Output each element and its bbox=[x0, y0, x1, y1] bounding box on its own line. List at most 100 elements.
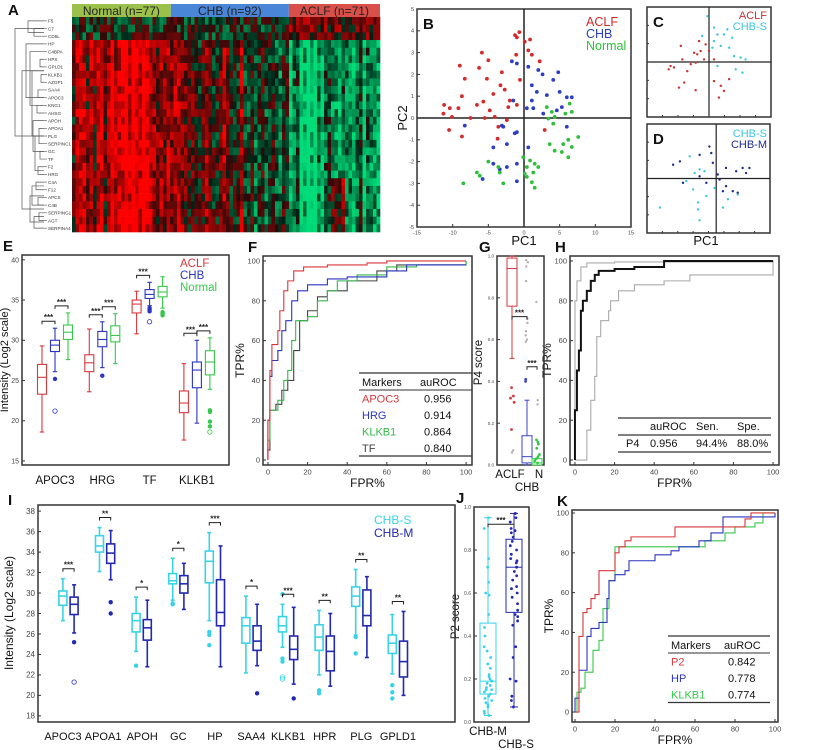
heatmap-cell bbox=[212, 55, 216, 64]
heatmap-cell bbox=[292, 109, 297, 118]
heatmap-cell bbox=[233, 109, 237, 118]
dendrogram-branch bbox=[31, 185, 44, 206]
data-point bbox=[551, 121, 556, 126]
y-tick-label: 40 bbox=[561, 628, 569, 637]
data-point bbox=[718, 178, 721, 181]
heatmap-cell bbox=[219, 116, 223, 125]
panel-label: D bbox=[653, 131, 664, 148]
x-axis-label: PC1 bbox=[693, 233, 718, 248]
heatmap-cell bbox=[250, 63, 255, 72]
data-point bbox=[499, 70, 504, 75]
heatmap-cell bbox=[278, 63, 283, 72]
heatmap-cell bbox=[93, 224, 97, 233]
bracket-line bbox=[136, 274, 151, 279]
heatmap-cell bbox=[222, 47, 227, 56]
heatmap-cell bbox=[166, 162, 171, 171]
data-point bbox=[748, 166, 751, 170]
significance-label: *** bbox=[44, 313, 54, 322]
heatmap-cell bbox=[219, 155, 223, 164]
heatmap-cell bbox=[110, 32, 115, 41]
heatmap-cell bbox=[163, 24, 167, 33]
category-label: SAA4 bbox=[237, 731, 265, 743]
heatmap-cell bbox=[324, 116, 328, 125]
x-tick-label: 100 bbox=[767, 468, 780, 477]
data-point bbox=[447, 106, 452, 111]
heatmap-cell bbox=[233, 70, 237, 79]
heatmap-cell bbox=[299, 155, 304, 164]
significance-bracket: ** bbox=[318, 592, 331, 604]
heatmap-cell bbox=[352, 193, 356, 202]
heatmap-cell bbox=[240, 208, 244, 217]
heatmap-cell bbox=[194, 162, 199, 171]
heatmap-cell bbox=[226, 55, 230, 64]
heatmap-cell bbox=[376, 216, 381, 225]
heatmap-cell bbox=[219, 178, 223, 187]
heatmap-cell bbox=[201, 109, 206, 118]
heatmap-cell bbox=[149, 178, 153, 187]
heatmap-cell bbox=[145, 155, 150, 164]
heatmap-cell bbox=[212, 17, 216, 25]
heatmap-cell bbox=[86, 170, 90, 179]
heatmap-cell bbox=[219, 17, 223, 25]
heatmap-cell bbox=[324, 224, 328, 233]
heatmap-cell bbox=[348, 132, 353, 141]
heatmap-cell bbox=[296, 162, 300, 171]
outlier-point bbox=[71, 639, 77, 645]
heatmap-cell bbox=[373, 201, 377, 210]
heatmap-cell bbox=[170, 93, 174, 102]
heatmap-cell bbox=[107, 193, 111, 202]
heatmap-cell bbox=[285, 109, 290, 118]
heatmap-cell bbox=[131, 63, 136, 72]
data-point bbox=[535, 438, 538, 442]
heatmap-cell bbox=[303, 155, 307, 164]
heatmap-cell bbox=[212, 155, 216, 164]
category-label: N bbox=[535, 469, 543, 481]
heatmap-cell bbox=[313, 201, 318, 210]
outlier-point bbox=[316, 688, 322, 693]
significance-bracket: ** bbox=[391, 593, 404, 605]
y-tick-label: 40 bbox=[559, 376, 567, 385]
y-tick-label: 0.0 bbox=[488, 463, 495, 468]
heatmap-cell bbox=[296, 109, 300, 118]
significance-bracket: *** bbox=[41, 313, 56, 325]
heatmap-cell bbox=[128, 178, 132, 187]
heatmap-cell bbox=[292, 224, 297, 233]
data-point bbox=[462, 76, 467, 81]
heatmap-cell bbox=[240, 47, 244, 56]
heatmap-cell bbox=[205, 147, 209, 156]
heatmap-cell bbox=[369, 47, 374, 56]
heatmap-cell bbox=[205, 17, 209, 25]
data-point bbox=[529, 180, 534, 185]
box bbox=[288, 606, 299, 701]
data-point bbox=[457, 63, 462, 68]
heatmap-cell bbox=[201, 78, 206, 87]
significance-label: *** bbox=[186, 325, 196, 334]
heatmap-cell bbox=[208, 24, 213, 33]
data-point bbox=[514, 516, 518, 520]
x-tick-label: 60 bbox=[691, 725, 699, 734]
panel-a-heatmap: A Normal (n=77) CHB (n=92) ACLF (n=71)F5C7C… bbox=[8, 2, 381, 233]
heatmap-cell bbox=[201, 155, 206, 164]
heatmap-cell bbox=[184, 93, 188, 102]
heatmap-cell bbox=[240, 162, 244, 171]
auroc-value: 0.840 bbox=[424, 443, 452, 455]
heatmap-cell bbox=[289, 63, 293, 72]
heatmap-cell bbox=[138, 139, 143, 148]
heatmap-cell bbox=[100, 147, 104, 156]
heatmap-cell bbox=[352, 147, 356, 156]
heatmap-cell bbox=[320, 178, 325, 187]
heatmap-cell bbox=[236, 116, 241, 125]
data-point-gray bbox=[525, 258, 528, 262]
heatmap-cell bbox=[163, 101, 167, 110]
bracket-line bbox=[526, 366, 538, 370]
heatmap-cell bbox=[128, 124, 132, 133]
heatmap-cell bbox=[110, 170, 115, 179]
heatmap-cell bbox=[366, 109, 370, 118]
heatmap-cell bbox=[327, 78, 332, 87]
heatmap-cell bbox=[131, 178, 136, 187]
heatmap-cell bbox=[254, 78, 258, 87]
outlier-point bbox=[100, 373, 105, 378]
heatmap-cell bbox=[376, 185, 381, 194]
heatmap-cell bbox=[128, 193, 132, 202]
heatmap-cell bbox=[72, 86, 76, 95]
